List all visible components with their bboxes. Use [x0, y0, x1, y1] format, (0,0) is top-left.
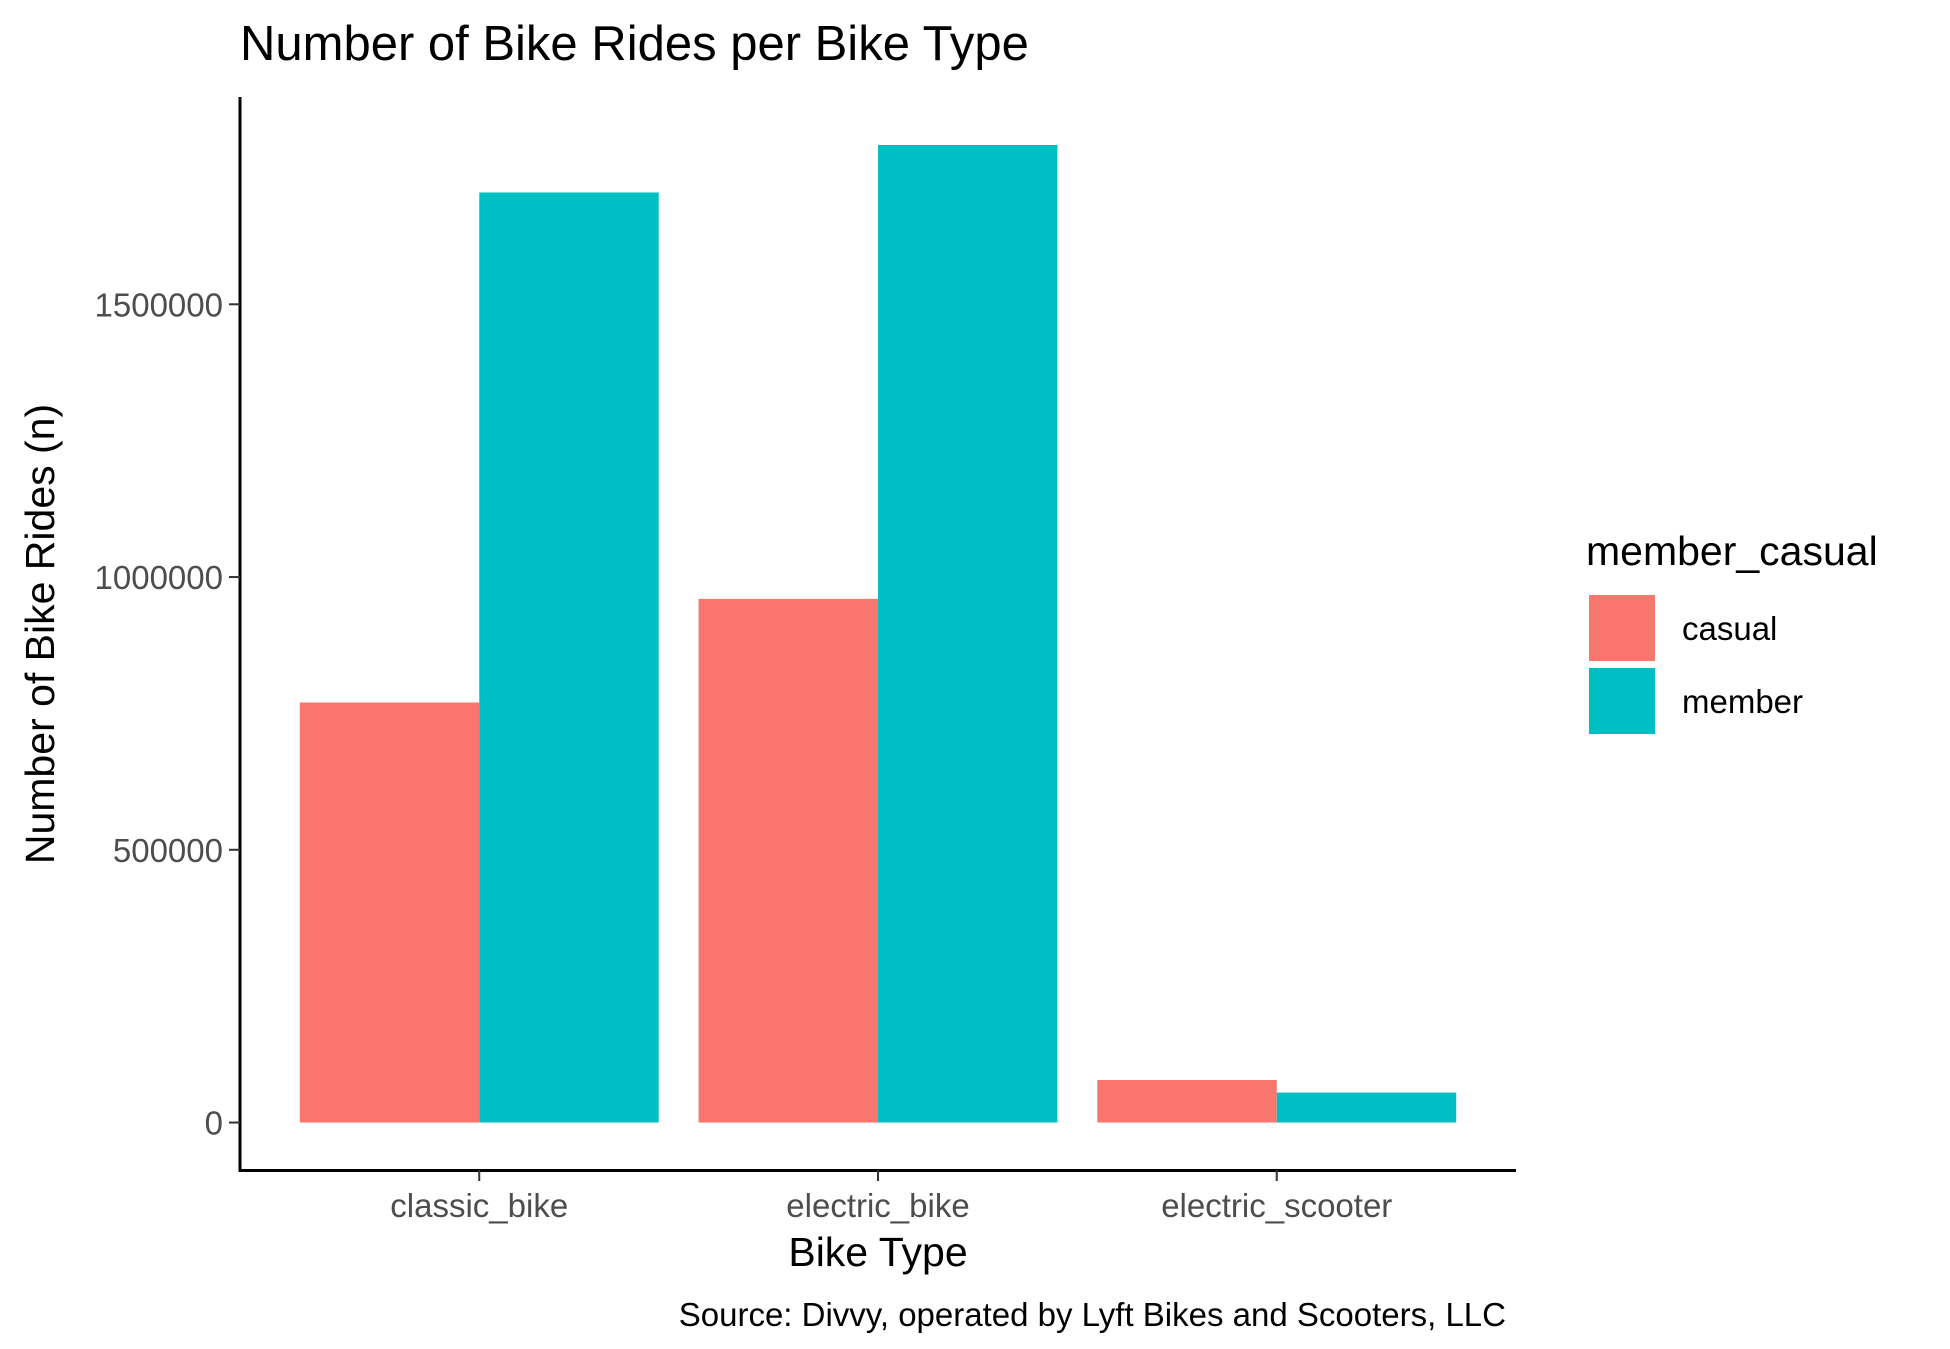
bar-casual-electric_scooter [1097, 1079, 1277, 1123]
y-tick-label: 0 [205, 1105, 223, 1142]
bars-layer [299, 145, 1457, 1123]
x-tick-label: electric_bike [786, 1187, 969, 1224]
bar-member-electric_scooter [1276, 1092, 1457, 1123]
bar-casual-electric_bike [698, 598, 878, 1123]
bar-member-classic_bike [479, 192, 659, 1123]
legend-key-casual [1589, 595, 1655, 661]
chart-title: Number of Bike Rides per Bike Type [240, 17, 1029, 71]
legend-key-member [1589, 668, 1655, 734]
bar-member-electric_bike [878, 145, 1058, 1123]
y-tick-label: 1500000 [95, 286, 223, 323]
chart-caption: Source: Divvy, operated by Lyft Bikes an… [679, 1296, 1506, 1333]
legend-label-casual: casual [1682, 610, 1777, 647]
x-axis-title: Bike Type [788, 1229, 967, 1275]
bar-casual-classic_bike [299, 702, 480, 1123]
legend: casual member [1589, 595, 1803, 734]
legend-label-member: member [1682, 683, 1803, 720]
y-tick-label: 1000000 [95, 559, 223, 596]
x-axis-ticks: classic_bike electric_bike electric_scoote… [390, 1170, 1392, 1224]
y-tick-label: 500000 [113, 832, 223, 869]
x-tick-label: classic_bike [390, 1187, 568, 1224]
y-axis-ticks: 0 500000 1000000 1500000 [95, 286, 240, 1142]
legend-title: member_casual [1586, 528, 1878, 574]
y-axis-title: Number of Bike Rides (n) [17, 404, 63, 864]
x-tick-label: electric_scooter [1161, 1187, 1392, 1224]
